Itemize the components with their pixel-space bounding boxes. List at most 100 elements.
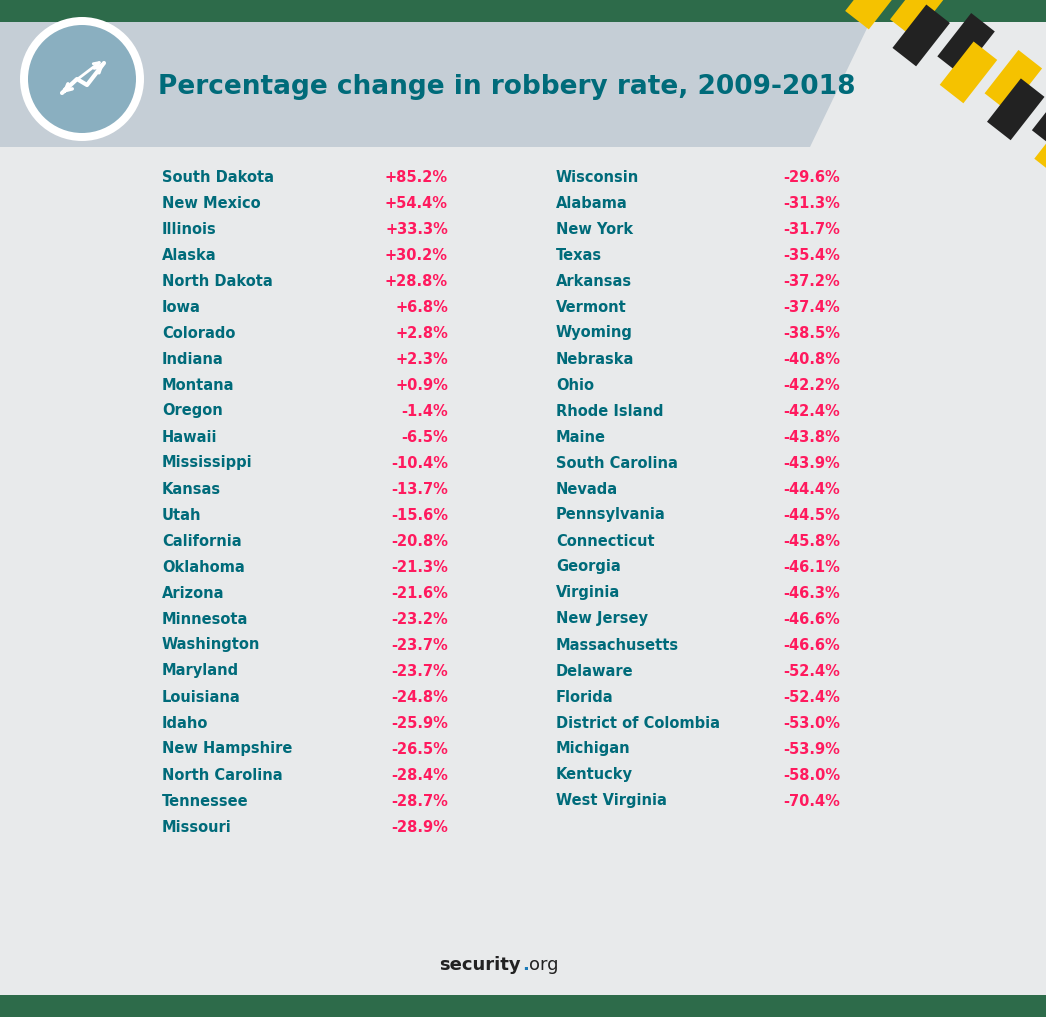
Text: Maryland: Maryland (162, 663, 240, 678)
Text: -21.3%: -21.3% (391, 559, 448, 575)
Text: West Virginia: West Virginia (556, 793, 667, 809)
Text: Nevada: Nevada (556, 481, 618, 496)
Text: org: org (529, 956, 559, 974)
Text: New York: New York (556, 222, 633, 237)
Text: Tennessee: Tennessee (162, 793, 249, 809)
Text: -46.3%: -46.3% (783, 586, 840, 600)
Text: -6.5%: -6.5% (402, 429, 448, 444)
Text: -53.0%: -53.0% (783, 716, 840, 730)
Text: Minnesota: Minnesota (162, 611, 248, 626)
Text: -40.8%: -40.8% (783, 352, 840, 366)
Text: -1.4%: -1.4% (402, 404, 448, 419)
Polygon shape (892, 4, 950, 66)
Text: Percentage change in robbery rate, 2009-2018: Percentage change in robbery rate, 2009-… (158, 74, 856, 100)
Text: -43.9%: -43.9% (783, 456, 840, 471)
Text: Georgia: Georgia (556, 559, 620, 575)
Text: District of Colombia: District of Colombia (556, 716, 720, 730)
Text: -37.2%: -37.2% (783, 274, 840, 289)
Text: Arkansas: Arkansas (556, 274, 632, 289)
Text: California: California (162, 534, 242, 548)
Text: Wyoming: Wyoming (556, 325, 633, 341)
Text: -46.6%: -46.6% (783, 638, 840, 653)
Text: -42.4%: -42.4% (783, 404, 840, 419)
Text: -58.0%: -58.0% (782, 768, 840, 782)
Text: security: security (439, 956, 521, 974)
Text: Colorado: Colorado (162, 325, 235, 341)
Text: Oregon: Oregon (162, 404, 223, 419)
Polygon shape (1031, 86, 1046, 148)
Text: -52.4%: -52.4% (783, 690, 840, 705)
Text: +28.8%: +28.8% (385, 274, 448, 289)
Text: Illinois: Illinois (162, 222, 217, 237)
Text: +2.8%: +2.8% (395, 325, 448, 341)
Text: -45.8%: -45.8% (783, 534, 840, 548)
Text: Ohio: Ohio (556, 377, 594, 393)
Text: -28.9%: -28.9% (391, 820, 448, 835)
Text: -25.9%: -25.9% (391, 716, 448, 730)
Polygon shape (0, 22, 870, 147)
Polygon shape (890, 0, 948, 38)
Text: Arizona: Arizona (162, 586, 225, 600)
Text: Mississippi: Mississippi (162, 456, 253, 471)
Text: -23.2%: -23.2% (391, 611, 448, 626)
Polygon shape (845, 0, 903, 29)
Text: Virginia: Virginia (556, 586, 620, 600)
Text: .: . (522, 956, 529, 974)
Polygon shape (984, 50, 1042, 112)
Text: Louisiana: Louisiana (162, 690, 241, 705)
Text: Hawaii: Hawaii (162, 429, 218, 444)
Polygon shape (0, 995, 1046, 1017)
Text: -46.1%: -46.1% (783, 559, 840, 575)
Text: New Jersey: New Jersey (556, 611, 649, 626)
Text: -53.9%: -53.9% (783, 741, 840, 757)
Text: Texas: Texas (556, 247, 602, 262)
Circle shape (20, 17, 144, 141)
Text: -44.4%: -44.4% (783, 481, 840, 496)
Text: -52.4%: -52.4% (783, 663, 840, 678)
Text: -38.5%: -38.5% (783, 325, 840, 341)
Text: +6.8%: +6.8% (395, 299, 448, 314)
Text: -31.7%: -31.7% (783, 222, 840, 237)
Text: -42.2%: -42.2% (783, 377, 840, 393)
Text: Iowa: Iowa (162, 299, 201, 314)
Text: +33.3%: +33.3% (385, 222, 448, 237)
Text: Wisconsin: Wisconsin (556, 170, 639, 184)
Text: New Hampshire: New Hampshire (162, 741, 293, 757)
Circle shape (28, 25, 136, 133)
Text: -28.4%: -28.4% (391, 768, 448, 782)
Text: Vermont: Vermont (556, 299, 627, 314)
Text: -46.6%: -46.6% (783, 611, 840, 626)
Text: +85.2%: +85.2% (385, 170, 448, 184)
Text: -31.3%: -31.3% (783, 195, 840, 211)
Text: -21.6%: -21.6% (391, 586, 448, 600)
Text: North Dakota: North Dakota (162, 274, 273, 289)
Text: Kentucky: Kentucky (556, 768, 633, 782)
Text: New Mexico: New Mexico (162, 195, 260, 211)
Text: North Carolina: North Carolina (162, 768, 282, 782)
Text: -23.7%: -23.7% (391, 638, 448, 653)
Text: Maine: Maine (556, 429, 606, 444)
Text: -23.7%: -23.7% (391, 663, 448, 678)
Text: Indiana: Indiana (162, 352, 224, 366)
Text: -29.6%: -29.6% (783, 170, 840, 184)
Text: Nebraska: Nebraska (556, 352, 634, 366)
Text: Pennsylvania: Pennsylvania (556, 507, 665, 523)
Text: -20.8%: -20.8% (391, 534, 448, 548)
Text: Connecticut: Connecticut (556, 534, 655, 548)
Text: -10.4%: -10.4% (391, 456, 448, 471)
Text: -13.7%: -13.7% (391, 481, 448, 496)
Text: Oklahoma: Oklahoma (162, 559, 245, 575)
Text: -24.8%: -24.8% (391, 690, 448, 705)
Text: Alabama: Alabama (556, 195, 628, 211)
Text: +2.3%: +2.3% (395, 352, 448, 366)
Text: Florida: Florida (556, 690, 614, 705)
Text: Delaware: Delaware (556, 663, 634, 678)
Text: -15.6%: -15.6% (391, 507, 448, 523)
Text: -35.4%: -35.4% (783, 247, 840, 262)
Text: Rhode Island: Rhode Island (556, 404, 663, 419)
Text: Missouri: Missouri (162, 820, 232, 835)
Text: Utah: Utah (162, 507, 202, 523)
Text: South Dakota: South Dakota (162, 170, 274, 184)
Text: +0.9%: +0.9% (395, 377, 448, 393)
Text: Michigan: Michigan (556, 741, 631, 757)
